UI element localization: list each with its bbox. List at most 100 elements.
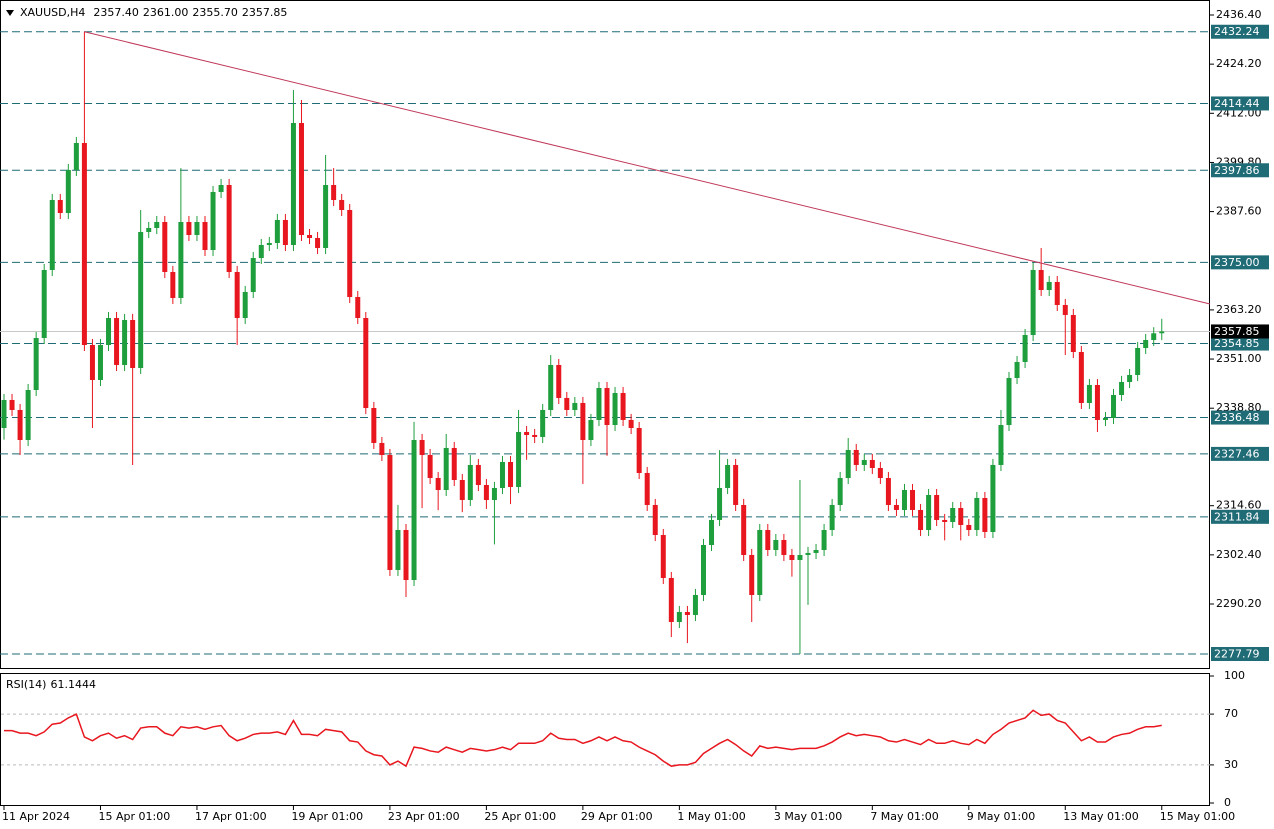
candle-body — [459, 480, 465, 500]
candle-body — [467, 464, 473, 500]
candle-body — [162, 221, 168, 272]
candle-body — [81, 142, 87, 345]
candle-body — [178, 221, 184, 298]
candle-body — [186, 221, 192, 236]
candle-body — [1054, 281, 1060, 305]
candle-body — [1, 399, 7, 428]
candle-body — [596, 387, 602, 420]
x-tick-label: 29 Apr 01:00 — [581, 810, 653, 823]
candle-body — [9, 399, 15, 410]
candle-body — [65, 169, 71, 214]
candle-body — [41, 269, 47, 338]
x-tick-label: 7 May 01:00 — [870, 810, 938, 823]
candle-body — [1046, 281, 1052, 291]
candle-body — [282, 219, 288, 245]
candle-body — [757, 530, 763, 595]
candle-body — [684, 611, 690, 615]
candle-body — [194, 221, 200, 236]
y-tick-label: 2436.40 — [1216, 8, 1262, 21]
candle-body — [604, 387, 610, 426]
candle-body — [1038, 269, 1044, 291]
candle-body — [845, 449, 851, 478]
candle-body — [210, 191, 216, 250]
trendline — [84, 31, 1211, 305]
candle-body — [138, 231, 144, 369]
rsi-value: 61.1444 — [50, 678, 96, 691]
candle-body — [33, 337, 39, 390]
candle-body — [1078, 352, 1084, 403]
candle-body — [25, 389, 31, 440]
candle-body — [1159, 331, 1165, 334]
candle-body — [1143, 339, 1149, 348]
x-tick-label: 1 May 01:00 — [677, 810, 745, 823]
level-label-box — [1211, 96, 1269, 111]
candle-body — [620, 392, 626, 420]
candle-body — [1086, 385, 1092, 403]
candle-body — [700, 544, 706, 595]
candle-body — [411, 439, 417, 581]
candle-body — [725, 464, 731, 488]
candle-body — [1135, 347, 1141, 376]
rsi-tick-label: 100 — [1224, 669, 1245, 682]
y-tick-label: 2351.00 — [1216, 352, 1262, 365]
candle-body — [379, 442, 385, 455]
candle-body — [749, 554, 755, 595]
candle-body — [475, 464, 481, 485]
rsi-header: RSI(14) 61.1444 — [6, 678, 96, 691]
candle-body — [572, 402, 578, 410]
level-label-box — [1211, 255, 1269, 270]
candle-body — [564, 397, 570, 410]
candle-body — [861, 459, 867, 465]
candle-body — [1030, 269, 1036, 336]
candle-body — [1119, 381, 1125, 395]
candle-body — [918, 509, 924, 531]
level-label: 2336.48 — [1214, 411, 1260, 424]
low-value: 2355.70 — [192, 6, 238, 19]
candle-body — [154, 221, 160, 228]
candle-body — [298, 123, 304, 236]
candle-body — [636, 427, 642, 473]
candle-body — [122, 319, 128, 365]
candle-body — [982, 497, 988, 532]
y-tick-label: 2302.40 — [1216, 548, 1262, 561]
candle-body — [315, 237, 321, 248]
rsi-tick-label: 0 — [1224, 796, 1231, 809]
candle-body — [73, 142, 79, 170]
candle-body — [709, 519, 715, 545]
candle-body — [628, 419, 634, 428]
candle-body — [250, 258, 256, 292]
candle-body — [781, 539, 787, 555]
candle-body — [885, 477, 891, 505]
candle-body — [274, 219, 280, 243]
rsi-tick-label: 30 — [1224, 758, 1238, 771]
level-label: 2397.86 — [1214, 164, 1260, 177]
candle-body — [363, 318, 369, 409]
candle-body — [218, 185, 224, 192]
high-value: 2361.00 — [143, 6, 189, 19]
candle-body — [226, 185, 232, 272]
candle-body — [234, 271, 240, 319]
candle-body — [1151, 333, 1157, 340]
candle-body — [114, 318, 120, 365]
candle-body — [910, 489, 916, 510]
candle-body — [1102, 417, 1108, 420]
level-label-box — [1211, 509, 1269, 524]
candle-body — [355, 297, 361, 319]
candle-body — [323, 185, 329, 248]
level-label: 2414.44 — [1214, 97, 1260, 110]
candle-body — [958, 508, 964, 526]
x-tick-label: 3 May 01:00 — [774, 810, 842, 823]
candle-body — [266, 242, 272, 245]
candle-body — [942, 519, 948, 522]
candle-body — [499, 461, 505, 488]
rsi-line — [4, 709, 1162, 768]
rsi-tick-label: 70 — [1224, 707, 1238, 720]
candle-body — [451, 447, 457, 481]
candle-body — [998, 425, 1004, 465]
candle-body — [853, 449, 859, 465]
x-tick-label: 25 Apr 01:00 — [484, 810, 556, 823]
candle-body — [813, 549, 819, 553]
y-tick-label: 2363.20 — [1216, 303, 1262, 316]
candle-body — [668, 577, 674, 622]
